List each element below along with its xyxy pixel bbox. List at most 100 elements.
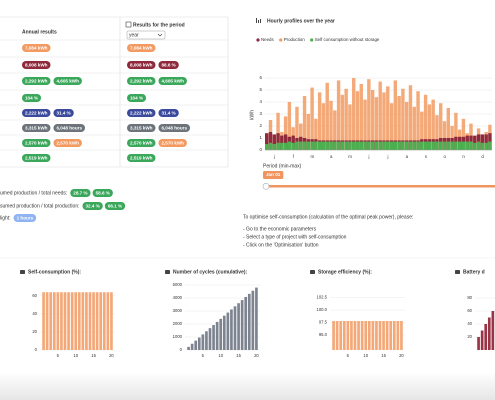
hourly-bar [268,142,273,150]
chart-icon [165,270,170,274]
badge-text: 2,570 kWh [161,141,184,146]
badge [158,139,187,147]
hourly-bar [412,106,416,150]
hourly-bar [276,112,280,150]
badge [53,124,86,132]
hourly-bar [321,141,326,150]
y-tick-label: 97.5 [319,320,328,325]
hourly-bar [484,142,488,150]
badge-text: 2,570 kWh [130,141,153,146]
chart-icon [310,270,315,274]
hourly-bar [427,104,432,150]
hourly-bar [473,142,477,150]
bar [233,306,237,350]
y-tick-label: 4 [260,99,263,104]
hourly-bar [420,141,424,150]
hourly-bar [446,108,451,150]
hourly-bar [352,78,356,150]
bar [208,328,212,350]
period-select[interactable] [126,30,166,40]
badge-text: 4,605 kWh [56,79,79,84]
badge [127,154,156,162]
hourly-bar [442,141,447,150]
y-tick-label: 102.5 [317,295,328,300]
hourly-bar [348,104,352,150]
hourly-bar [397,96,401,150]
badge-text: 7,084 kWh [25,46,48,51]
hourly-bar [454,112,458,150]
y-tick-label: 0 [260,147,263,152]
bar [56,292,60,350]
badge-text: 6,048 hours [56,126,82,131]
bar [102,292,106,350]
bar [197,337,201,350]
hourly-bar [363,141,367,150]
badge-text: 3,315 kWh [25,126,48,131]
hourly-bar [265,144,269,150]
hourly-bar [287,141,292,150]
x-tick-label: 10 [73,353,78,358]
badge-text: 104 % [25,96,38,101]
y-tick-label: 3 [260,111,263,116]
hourly-bar [325,82,329,150]
bar [367,321,371,350]
slider-track [265,185,495,188]
hourly-bar [359,84,363,150]
note-line: - Click on the 'Optimisation' button [243,242,319,248]
hourly-bar [439,103,443,150]
badge-text: 3,315 kWh [130,126,153,131]
hourly-bar [329,100,333,150]
hourly-bar [325,141,329,150]
hourly-bar [412,141,416,150]
badge [82,202,103,210]
badge [22,124,51,132]
hourly-bar [265,133,269,150]
hourly-bar [299,141,303,150]
bar [92,292,95,350]
chart-title: Number of cycles (cumulative): [173,269,248,275]
hourly-bar [435,141,439,150]
bar [67,292,70,350]
hourly-bar [382,92,386,150]
bar [70,292,74,350]
badge-text: 8,008 kWh [25,63,48,68]
x-tick-label: 10 [363,353,368,358]
hourly-bar [272,144,276,150]
bar [378,321,382,350]
badge-text: 31.4 % [161,111,175,116]
y-tick-label: 95.0 [319,332,328,337]
slider-handle[interactable] [262,183,270,190]
hourly-bar [329,141,333,150]
hourly-bar [450,141,454,150]
legend-label: Needs [261,37,274,42]
badge-text: 66.1 % [108,204,122,209]
header-annual: Annual results [22,29,57,35]
hourly-bar [457,141,462,150]
hourly-bar [423,141,428,150]
hourly-bar [401,88,405,150]
bar [110,292,113,350]
hourly-bar [461,118,466,150]
bar [371,321,375,350]
x-tick-label: 15 [91,353,96,358]
hourly-bar [272,134,276,150]
period-select-value[interactable]: year [129,32,139,38]
bar [230,309,233,350]
bar [99,292,103,350]
hourly-bar [393,141,398,150]
bar [74,292,78,350]
bar [487,317,491,350]
badge-text: 32.4 % [86,204,100,209]
chart-icon [455,270,460,274]
y-tick-label: 2000 [173,321,183,326]
y-tick-label: 20 [467,334,472,339]
y-tick-label: 60 [32,293,37,298]
hourly-bar [280,142,284,150]
badge [53,77,82,85]
hourly-bar [333,110,337,150]
badge-text: 2,222 kWh [25,111,48,116]
bar [52,292,56,350]
x-tick-label: j [273,154,275,159]
badge-text: 2,222 kWh [130,111,153,116]
